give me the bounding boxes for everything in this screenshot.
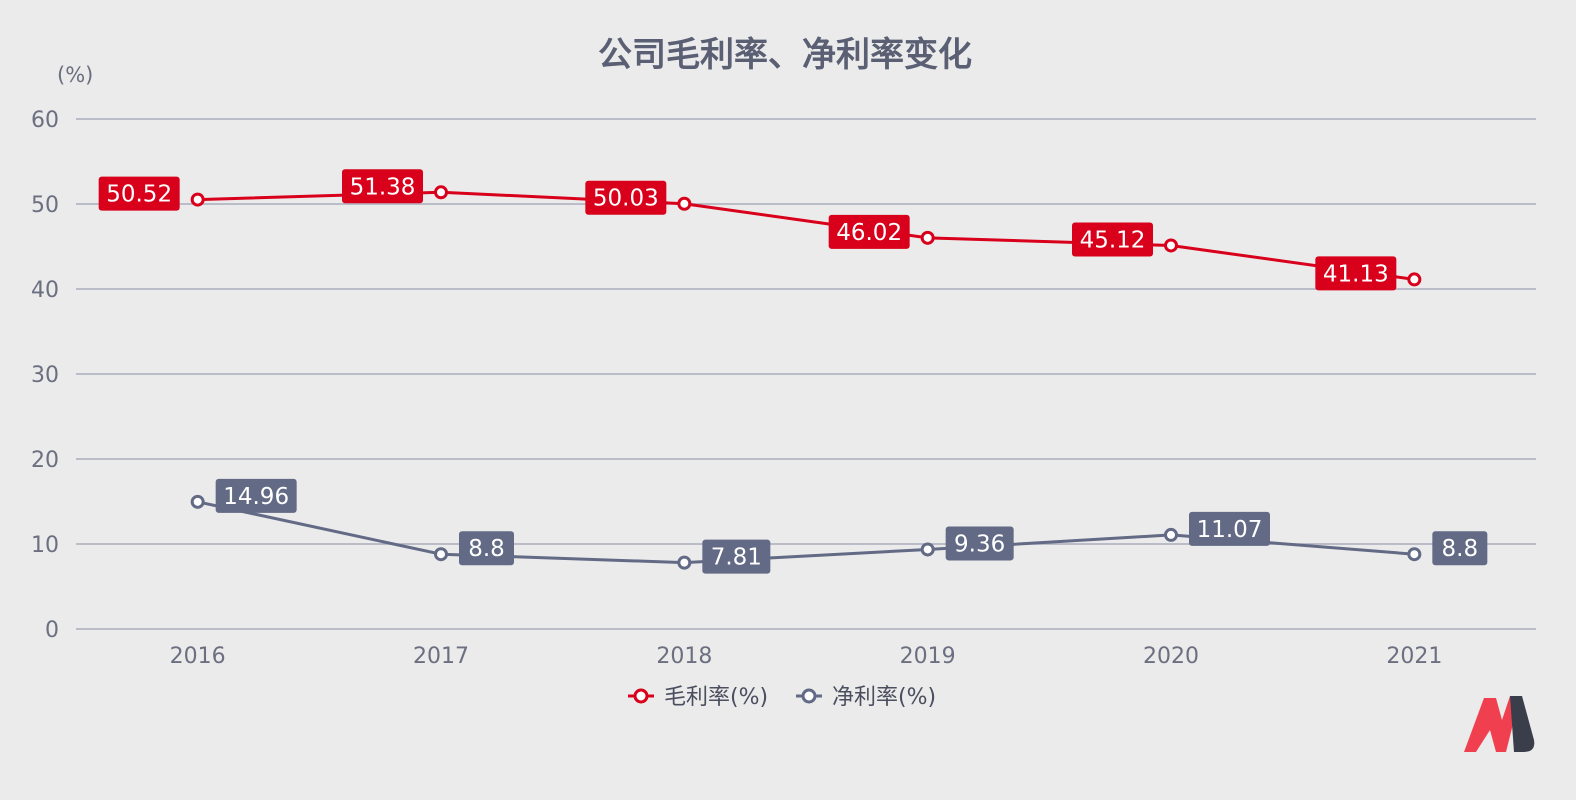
x-tick-label: 2016	[170, 644, 226, 669]
data-label-box	[702, 539, 771, 574]
data-label: 46.02	[828, 214, 910, 249]
data-label: 50.03	[585, 180, 667, 215]
data-label: 51.38	[342, 169, 423, 204]
data-point[interactable]	[677, 196, 692, 211]
legend-label: 净利率(%)	[832, 685, 936, 710]
data-point[interactable]	[1164, 527, 1178, 542]
data-label: 11.07	[1189, 511, 1270, 546]
data-label-box	[1315, 256, 1397, 291]
data-label: 9.36	[945, 526, 1014, 561]
data-label-text: 8.8	[1442, 536, 1479, 562]
data-label-box	[215, 478, 297, 513]
data-label-text: 8.8	[468, 536, 505, 562]
brand-logo-icon	[1464, 696, 1535, 752]
x-tick-label: 2018	[656, 644, 712, 669]
data-point[interactable]	[677, 555, 692, 570]
y-tick-label: 60	[31, 108, 59, 133]
data-point[interactable]	[920, 542, 935, 557]
x-tick-label: 2021	[1386, 644, 1442, 669]
data-label: 41.13	[1315, 256, 1397, 291]
legend[interactable]: 毛利率(%) 净利率(%)	[628, 685, 936, 710]
data-point[interactable]	[1407, 547, 1422, 562]
data-label-text: 7.81	[711, 545, 762, 571]
data-label-text: 51.38	[350, 174, 416, 200]
series-layer	[190, 185, 1422, 570]
data-label: 45.12	[1072, 222, 1153, 257]
legend-item[interactable]: 毛利率(%)	[628, 685, 768, 710]
y-axis-ticks: 0 10 20 30 40 50 60	[31, 108, 59, 643]
y-tick-label: 50	[31, 193, 59, 218]
x-tick-label: 2019	[900, 644, 956, 669]
data-label: 7.81	[702, 539, 771, 574]
data-point[interactable]	[434, 185, 448, 200]
series-line	[197, 190, 1415, 281]
data-label: 50.52	[98, 176, 180, 211]
data-label-text: 50.03	[593, 186, 659, 212]
data-point[interactable]	[190, 192, 205, 207]
y-axis-unit-label: (%)	[57, 63, 93, 87]
data-label-box	[98, 176, 180, 211]
data-label-box	[945, 526, 1014, 561]
legend-marker-icon	[633, 688, 649, 704]
data-label-box	[585, 180, 667, 215]
x-tick-label: 2017	[413, 644, 469, 669]
chart-title: 公司毛利率、净利率变化	[598, 35, 972, 75]
y-tick-label: 20	[31, 448, 59, 473]
data-label-text: 45.12	[1080, 227, 1146, 253]
y-tick-label: 10	[31, 533, 59, 558]
data-label-text: 11.07	[1197, 517, 1263, 543]
data-point[interactable]	[190, 494, 205, 509]
data-point[interactable]	[1164, 238, 1178, 253]
data-label: 8.8	[459, 531, 514, 566]
data-label-layer: 50.52 51.38 50.03 46.02 45.12 41.13 14.96 8.8 7.…	[98, 169, 1488, 574]
legend-label: 毛利率(%)	[664, 685, 768, 710]
data-label-box	[459, 531, 514, 566]
x-tick-label: 2020	[1143, 644, 1199, 669]
data-label-box	[1189, 511, 1270, 546]
data-label-box	[1072, 222, 1153, 257]
data-label-box	[1432, 531, 1488, 566]
y-tick-label: 0	[45, 618, 59, 643]
data-point[interactable]	[1407, 272, 1422, 287]
data-point[interactable]	[920, 230, 935, 245]
data-label-text: 41.13	[1323, 261, 1389, 287]
data-label-box	[828, 214, 910, 249]
grid-layer	[76, 118, 1536, 630]
data-label-box	[342, 169, 423, 204]
data-label: 8.8	[1432, 531, 1488, 566]
x-axis-ticks: 2016 2017 2018 2019 2020 2021	[170, 644, 1443, 669]
legend-marker-icon	[801, 688, 817, 704]
data-label-text: 46.02	[836, 220, 902, 246]
data-label-text: 14.96	[223, 484, 289, 510]
data-label-text: 9.36	[954, 531, 1005, 557]
legend-item[interactable]: 净利率(%)	[796, 685, 936, 710]
data-point[interactable]	[434, 547, 448, 562]
y-tick-label: 40	[31, 278, 59, 303]
data-label-text: 50.52	[106, 182, 172, 208]
data-label: 14.96	[215, 478, 297, 513]
y-tick-label: 30	[31, 363, 59, 388]
